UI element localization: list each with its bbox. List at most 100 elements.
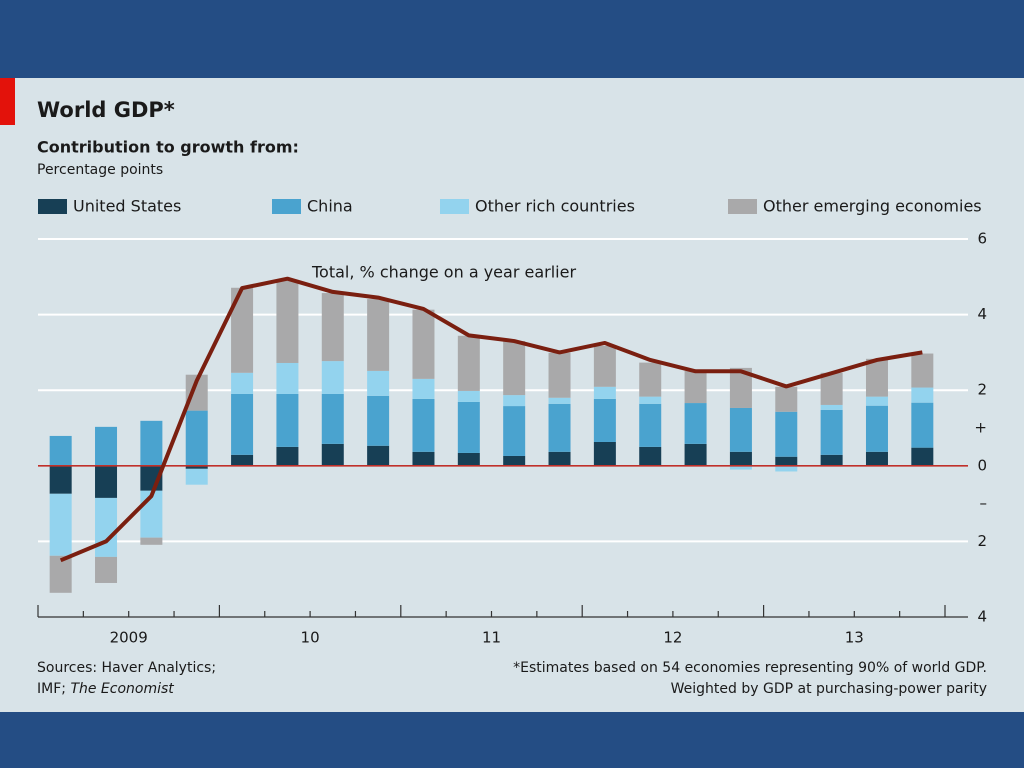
bar [367, 370, 390, 396]
bar [503, 395, 526, 407]
bar [729, 451, 752, 466]
bar [185, 374, 208, 411]
x-year-label: 2009 [110, 629, 148, 647]
bar [140, 537, 163, 545]
bar [276, 393, 299, 447]
bar [820, 372, 843, 405]
x-year-label: 11 [482, 629, 501, 647]
total-line [59, 276, 923, 563]
bar [49, 465, 72, 494]
bar [820, 404, 843, 410]
footnote: Weighted by GDP at purchasing-power pari… [671, 681, 987, 697]
bar [95, 556, 118, 583]
bar [820, 409, 843, 455]
x-year-label: 12 [663, 629, 682, 647]
bar [548, 397, 571, 404]
y-tick-label: 0 [977, 456, 987, 474]
bar [185, 410, 208, 466]
bar [639, 446, 662, 466]
bar [865, 396, 888, 406]
legend-label: China [307, 197, 353, 216]
y-tick-label: 6 [977, 230, 987, 248]
bar [321, 393, 344, 444]
bar [911, 402, 934, 448]
bar [457, 390, 480, 402]
bar [49, 493, 72, 556]
bar [276, 446, 299, 466]
bar [49, 555, 72, 593]
bar [593, 441, 616, 466]
legend-swatch [38, 199, 67, 214]
bar [775, 456, 798, 466]
red-tag [0, 78, 15, 125]
bar [593, 386, 616, 399]
bottom-band [0, 712, 1024, 768]
bar [684, 403, 707, 444]
y-tick-label: 2 [977, 381, 987, 399]
bar [775, 386, 798, 412]
y-tick-label: 2 [977, 532, 987, 550]
bar [231, 372, 254, 394]
bar [276, 279, 299, 363]
bar [684, 370, 707, 404]
bar [503, 455, 526, 466]
legend-swatch [272, 199, 301, 214]
bar [185, 468, 208, 485]
top-band [0, 0, 1024, 78]
y-tick-label: 4 [977, 608, 987, 626]
line-label: Total, % change on a year earlier [311, 263, 576, 282]
unit-label: Percentage points [37, 162, 163, 178]
subtitle: Contribution to growth from: [37, 138, 299, 157]
legend-label: United States [73, 197, 181, 216]
bar [548, 451, 571, 466]
bar [548, 352, 571, 398]
legend-swatch [440, 199, 469, 214]
chart-title: World GDP* [37, 98, 175, 122]
source: IMF; The Economist [37, 681, 174, 697]
bar [865, 405, 888, 452]
bar [457, 452, 480, 466]
legend-label: Other emerging economies [763, 197, 982, 216]
bar [321, 361, 344, 394]
bar [95, 465, 118, 498]
bar [684, 443, 707, 466]
bar [412, 378, 435, 399]
x-year-label: 13 [845, 629, 864, 647]
bar [503, 406, 526, 456]
bar [911, 447, 934, 466]
legend-label: Other rich countries [475, 197, 635, 216]
bar [412, 309, 435, 379]
bar [412, 398, 435, 452]
bar [775, 465, 798, 472]
bar [185, 465, 208, 469]
y-tick-label: + [974, 419, 987, 437]
source: The Economist [70, 681, 174, 697]
bar [231, 454, 254, 466]
bar [231, 393, 254, 455]
bar [911, 353, 934, 388]
bar [593, 345, 616, 387]
bar [231, 287, 254, 373]
source: IMF; [37, 681, 70, 697]
bar [865, 451, 888, 466]
bar [729, 407, 752, 452]
bar [276, 362, 299, 394]
bar [911, 387, 934, 403]
bar [457, 401, 480, 453]
bar [367, 395, 390, 446]
bar [775, 411, 798, 457]
bar [367, 445, 390, 466]
bar [49, 435, 72, 466]
bar [729, 465, 752, 470]
x-year-label: 10 [301, 629, 320, 647]
footnote: *Estimates based on 54 economies represe… [513, 660, 987, 676]
bar [639, 403, 662, 447]
bar [321, 443, 344, 466]
y-tick-label: – [980, 494, 988, 512]
bar [412, 451, 435, 466]
bar [548, 403, 571, 452]
bar [865, 358, 888, 397]
bar [367, 299, 390, 371]
